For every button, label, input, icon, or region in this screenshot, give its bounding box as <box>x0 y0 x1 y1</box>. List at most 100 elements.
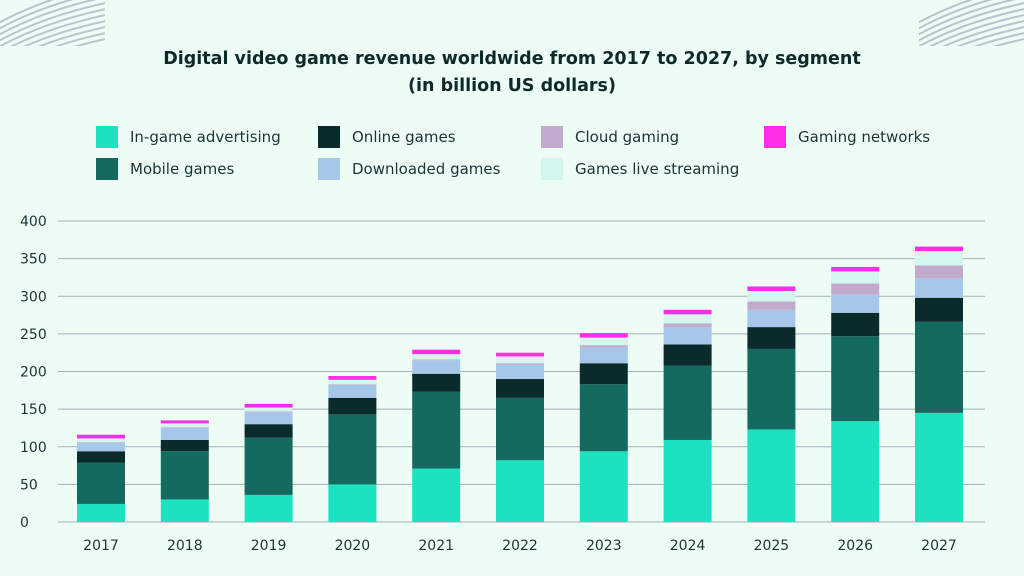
bar-segment-gaming-networks-2027 <box>915 246 963 252</box>
bar-segment-downloaded-games-2017 <box>77 442 125 452</box>
bar-segment-games-live-streaming-2019 <box>244 407 293 412</box>
bar-segment-in-game-advertising-2024 <box>663 439 712 522</box>
bar-segment-online-games-2019 <box>244 424 293 438</box>
bar-segment-downloaded-games-2026 <box>831 294 880 313</box>
bar-segment-cloud-gaming-2021 <box>412 359 461 361</box>
x-tick-label: 2017 <box>83 538 119 554</box>
bar-segment-online-games-2018 <box>160 439 209 452</box>
x-tick-label: 2022 <box>502 538 538 554</box>
bar-segment-online-games-2026 <box>831 312 880 337</box>
y-tick-label: 100 <box>20 440 47 456</box>
bar-segment-online-games-2024 <box>663 344 712 366</box>
y-tick-label: 350 <box>20 252 47 268</box>
chart-title: Digital video game revenue worldwide fro… <box>0 46 1024 100</box>
bar-segment-mobile-games-2021 <box>412 391 461 469</box>
x-tick-label: 2023 <box>586 538 622 554</box>
bar-segment-games-live-streaming-2021 <box>412 354 461 360</box>
x-tick-label: 2025 <box>754 538 790 554</box>
x-tick-label: 2027 <box>921 538 957 554</box>
bar-segment-mobile-games-2023 <box>579 384 628 452</box>
bar-segment-cloud-gaming-2024 <box>663 323 712 328</box>
bar-segment-mobile-games-2020 <box>328 414 377 485</box>
y-tick-label: 50 <box>20 477 38 493</box>
bar-segment-downloaded-games-2019 <box>244 412 293 425</box>
bar-segment-cloud-gaming-2020 <box>328 384 377 386</box>
y-tick-label: 200 <box>20 365 47 381</box>
bar-segment-in-game-advertising-2021 <box>412 468 461 522</box>
bar-segment-in-game-advertising-2022 <box>496 460 544 522</box>
bar-segment-games-live-streaming-2022 <box>496 356 544 364</box>
bar-segment-mobile-games-2022 <box>496 397 544 461</box>
bar-segment-cloud-gaming-2022 <box>496 363 544 365</box>
bar-segment-mobile-games-2018 <box>160 451 209 500</box>
bar-segment-online-games-2025 <box>747 327 796 349</box>
bar-segment-games-live-streaming-2026 <box>831 271 880 284</box>
bar-segment-in-game-advertising-2026 <box>831 421 880 522</box>
bar-segment-mobile-games-2027 <box>915 321 963 413</box>
bar-segment-cloud-gaming-2025 <box>747 301 796 310</box>
bar-segment-games-live-streaming-2017 <box>77 438 125 443</box>
decorative-stripes-right <box>919 0 1024 46</box>
bar-segment-games-live-streaming-2023 <box>579 337 628 346</box>
bar-segment-in-game-advertising-2018 <box>160 499 209 522</box>
x-tick-label: 2021 <box>418 538 454 554</box>
bar-segment-in-game-advertising-2023 <box>579 451 628 522</box>
y-tick-label: 300 <box>20 289 47 305</box>
bar-segment-gaming-networks-2018 <box>160 420 209 424</box>
bar-segment-games-live-streaming-2018 <box>160 423 209 428</box>
bar-segment-downloaded-games-2024 <box>663 327 712 345</box>
bar-segment-downloaded-games-2022 <box>496 364 544 380</box>
bar-segment-mobile-games-2026 <box>831 336 880 422</box>
y-tick-label: 400 <box>20 214 47 230</box>
x-tick-label: 2019 <box>251 538 287 554</box>
bar-segment-downloaded-games-2020 <box>328 385 377 398</box>
bar-segment-downloaded-games-2025 <box>747 309 796 328</box>
bar-segment-mobile-games-2017 <box>77 462 125 504</box>
bar-segment-cloud-gaming-2027 <box>915 265 963 279</box>
bar-segment-games-live-streaming-2025 <box>747 290 796 302</box>
bar-segment-mobile-games-2025 <box>747 348 796 430</box>
bar-segment-cloud-gaming-2018 <box>160 427 209 428</box>
chart-title-line-2: (in billion US dollars) <box>408 76 616 96</box>
bar-segment-games-live-streaming-2027 <box>915 251 963 266</box>
bar-segment-gaming-networks-2020 <box>328 376 377 380</box>
bar-segment-in-game-advertising-2017 <box>77 503 125 522</box>
bar-segment-cloud-gaming-2019 <box>244 411 293 413</box>
bar-segment-gaming-networks-2017 <box>77 434 125 439</box>
y-tick-label: 0 <box>20 515 29 531</box>
bar-segment-cloud-gaming-2026 <box>831 283 880 295</box>
y-tick-label: 250 <box>20 327 47 343</box>
bar-segment-in-game-advertising-2019 <box>244 494 293 522</box>
x-tick-label: 2020 <box>335 538 371 554</box>
bar-segment-downloaded-games-2018 <box>160 427 209 440</box>
bar-segment-gaming-networks-2022 <box>496 352 544 357</box>
bar-segment-online-games-2021 <box>412 373 461 392</box>
bar-segment-in-game-advertising-2025 <box>747 429 796 522</box>
decorative-stripes-left <box>0 0 105 46</box>
bar-segment-gaming-networks-2025 <box>747 286 796 291</box>
chart-title-line-1: Digital video game revenue worldwide fro… <box>163 49 861 69</box>
bar-segment-gaming-networks-2023 <box>579 333 628 338</box>
bar-segment-online-games-2022 <box>496 379 544 398</box>
x-tick-label: 2026 <box>837 538 873 554</box>
bar-segment-gaming-networks-2024 <box>663 309 712 315</box>
bar-segment-in-game-advertising-2020 <box>328 484 377 522</box>
bar-segment-online-games-2027 <box>915 297 963 322</box>
bar-segment-cloud-gaming-2017 <box>77 442 125 443</box>
bar-segment-online-games-2017 <box>77 451 125 463</box>
bar-segment-downloaded-games-2021 <box>412 360 461 374</box>
bar-segment-mobile-games-2024 <box>663 365 712 440</box>
bar-segment-gaming-networks-2021 <box>412 349 461 355</box>
x-tick-label: 2024 <box>670 538 706 554</box>
y-tick-label: 150 <box>20 402 47 418</box>
bar-segment-mobile-games-2019 <box>244 437 293 495</box>
bar-segment-downloaded-games-2023 <box>579 347 628 364</box>
bar-segment-games-live-streaming-2024 <box>663 314 712 324</box>
bar-segment-in-game-advertising-2027 <box>915 412 963 522</box>
bar-segment-gaming-networks-2019 <box>244 403 293 408</box>
bar-segment-online-games-2023 <box>579 363 628 385</box>
bar-segment-online-games-2020 <box>328 397 377 415</box>
bar-segment-gaming-networks-2026 <box>831 266 880 272</box>
x-tick-label: 2018 <box>167 538 203 554</box>
